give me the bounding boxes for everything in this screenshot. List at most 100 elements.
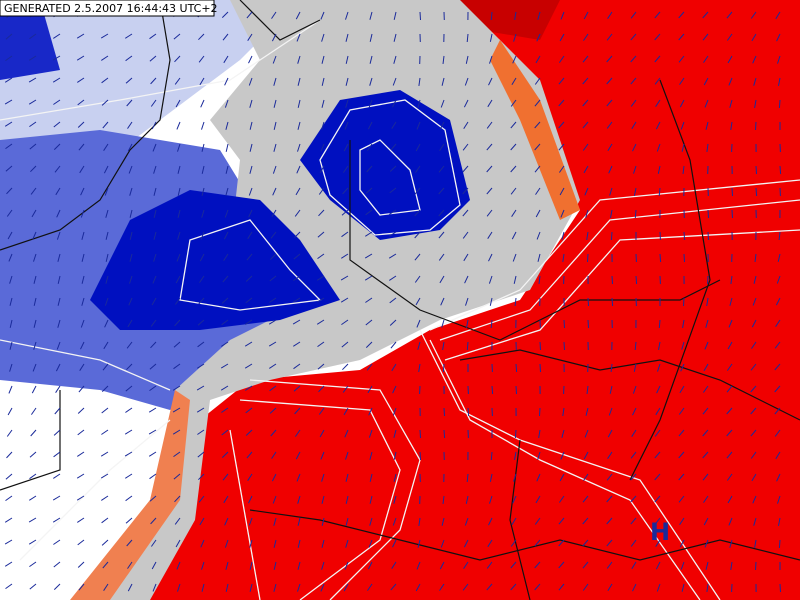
wind-arrow [294,231,301,239]
wind-arrow [199,253,205,262]
wind-arrow [198,495,205,503]
wind-arrow [9,297,13,306]
wind-arrow [365,319,373,326]
wind-arrow [293,385,301,392]
wind-arrow [611,297,614,307]
wind-arrow [129,231,133,240]
wind-arrow [152,583,157,592]
wind-arrow [656,143,661,152]
wind-arrow [270,231,277,239]
wind-arrow [248,495,253,504]
wind-arrow [52,517,61,523]
wind-arrow [465,297,469,306]
wind-arrow [681,341,685,350]
wind-arrow [128,165,133,174]
wind-arrow [54,407,61,415]
wind-arrow [702,385,709,393]
wind-arrow [587,319,589,329]
wind-arrow [249,583,253,592]
wind-arrow [320,143,325,152]
wind-arrow [465,495,469,504]
wind-arrow [29,583,37,590]
wind-arrow [175,539,181,548]
wind-arrow [293,253,301,260]
wind-arrow [726,407,733,415]
wind-arrow [558,495,565,503]
wind-arrow [365,209,373,216]
wind-arrow [393,55,397,64]
wind-arrow [415,297,421,306]
wind-arrow [391,561,397,569]
wind-arrow [245,385,253,391]
wind-arrow [607,583,613,592]
wind-arrow [561,231,565,240]
wind-arrow [702,429,709,437]
wind-arrow [81,275,85,284]
wind-arrow [78,583,85,591]
wind-arrow [6,187,13,195]
wind-arrow [5,165,13,172]
timestamp: GENERATED 2.5.2007 16:44:43 UTC+2 [4,2,218,15]
wind-arrow [729,297,733,306]
wind-arrow [321,539,325,548]
wind-arrow [318,385,325,393]
wind-arrow [81,231,85,240]
wind-arrow [9,363,13,372]
wind-arrow [510,165,517,173]
wind-arrow [245,429,253,436]
wind-arrow [294,407,301,415]
wind-arrow [199,275,205,283]
wind-arrow [297,55,301,64]
wind-arrow [442,495,445,504]
wind-arrow [705,561,709,570]
wind-arrow [345,517,349,526]
wind-arrow [466,33,469,43]
wind-arrow [344,429,349,438]
wind-arrow [174,77,181,85]
wind-arrow [78,385,85,393]
wind-arrow [561,429,565,438]
wind-arrow [345,33,349,42]
wind-arrow [269,363,277,369]
wind-arrow [28,539,37,545]
wind-arrow [177,187,181,196]
wind-arrow [534,143,541,151]
wind-arrow [606,121,613,129]
wind-arrow [415,143,421,152]
wind-arrow [729,99,733,108]
wind-arrow [583,451,589,460]
wind-arrow [635,275,638,285]
wind-arrow [392,77,397,86]
wind-arrow [293,363,301,370]
wind-arrow [730,561,733,570]
wind-arrow [79,363,85,371]
wind-arrow [754,99,757,108]
wind-arrow [224,517,229,526]
contour [429,179,800,331]
wind-arrow [369,451,373,460]
wind-arrow [224,99,229,108]
wind-arrow [272,495,277,504]
wind-arrow [316,297,325,303]
wind-arrow [368,99,373,108]
wind-arrow [321,55,325,64]
wind-arrow [704,341,709,350]
wind-arrow [77,429,85,436]
wind-arrow [779,165,782,175]
wind-arrow [269,275,277,282]
wind-arrow [369,517,373,526]
contour [229,429,261,600]
wind-arrow [582,517,589,525]
wind-arrow [439,583,445,591]
wind-arrow [101,495,109,501]
wind-arrow [153,187,157,196]
wind-arrow [318,187,325,195]
wind-arrow [33,253,37,262]
wind-arrow [220,385,229,391]
wind-arrow [419,429,421,439]
wind-arrow [657,165,661,174]
wind-arrow [513,275,517,284]
wind-arrow [558,121,565,129]
wind-arrow [680,561,685,570]
wind-arrow [702,11,709,19]
